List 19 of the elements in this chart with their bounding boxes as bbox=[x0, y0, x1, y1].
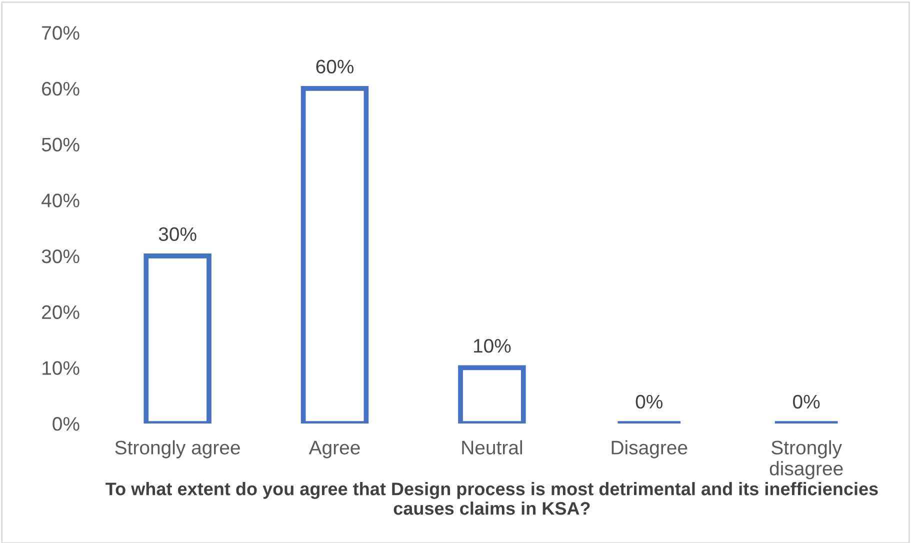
y-tick-label: 50% bbox=[42, 138, 80, 152]
data-label: 60% bbox=[316, 60, 354, 74]
x-tick-label: Neutral bbox=[462, 440, 522, 454]
x-tick-label: Agree bbox=[308, 440, 360, 458]
x-axis-title: To what extent do you agree that Design process is most detrimental and its inefficiencies causes claims in KSA? bbox=[106, 482, 878, 515]
x-tick-label: Strongly disagree bbox=[770, 440, 843, 480]
data-label: 30% bbox=[158, 227, 196, 242]
y-tick-label: 40% bbox=[42, 194, 80, 208]
x-tick-label: Disagree bbox=[612, 440, 688, 458]
y-tick-label: 30% bbox=[42, 249, 80, 264]
y-tick-label: 20% bbox=[42, 305, 80, 320]
y-tick-label: 60% bbox=[42, 82, 80, 96]
data-label: 10% bbox=[474, 338, 511, 353]
y-tick-label: 0% bbox=[52, 417, 80, 431]
data-label: 0% bbox=[793, 394, 820, 409]
x-tick-label: Strongly agree bbox=[115, 440, 240, 458]
y-tick-label: 70% bbox=[42, 26, 80, 40]
y-tick-label: 10% bbox=[42, 361, 80, 375]
data-label: 0% bbox=[636, 394, 662, 409]
